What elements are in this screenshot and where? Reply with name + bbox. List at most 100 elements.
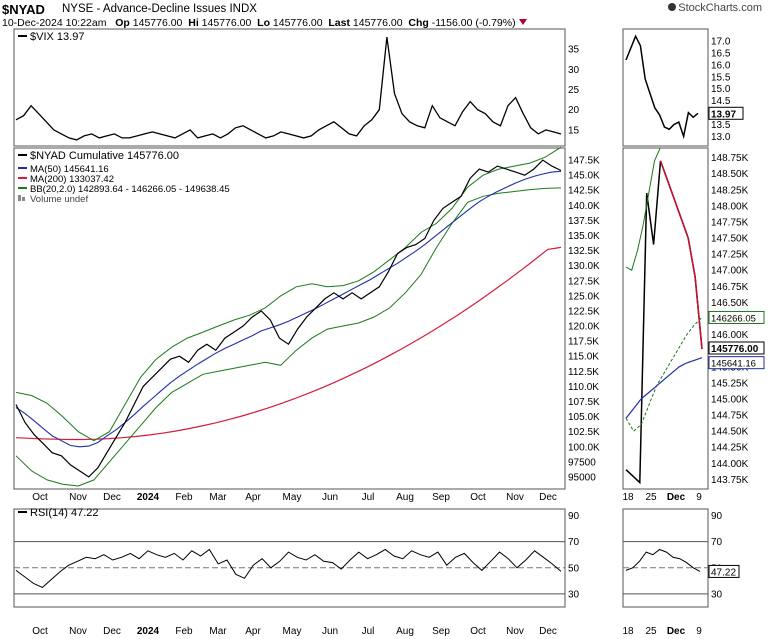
quote-line: 10-Dec-2024 10:22am Op 145776.00 Hi 1457… [2,17,527,29]
y-tick-label: 30 [711,589,723,600]
ma50-zoom-line [625,357,703,419]
ma200-line [15,246,562,441]
y-tick-label: 145.00K [711,394,749,405]
panel-frame [13,508,566,608]
y-tick-label: 144.75K [711,411,749,422]
x-tick-label: 25 [645,626,657,637]
y-tick-label: 147.5K [568,156,600,167]
y-tick-label: 16.5 [711,48,731,59]
brand-label: StockCharts.com [678,2,762,14]
y-tick-label: 146.50K [711,298,749,309]
rsi-value-box [708,564,740,578]
y-tick-label: 16.0 [711,60,731,71]
x-tick-label: Nov [506,626,524,637]
panel-frame [622,147,709,490]
x-tick-label: Nov [506,492,524,503]
y-tick-label: 30 [568,65,580,76]
y-tick-label: 105.0K [568,412,600,423]
ma50-value-label: 145641.16 [711,359,756,370]
y-tick-label: 140.0K [568,201,600,212]
nyad-price-line [15,159,562,478]
x-tick-label: 9 [696,492,702,503]
bb-legend: BB(20,2.0) 142893.64 - 146266.05 - 14963… [30,184,230,195]
y-tick-label: 144.25K [711,443,749,454]
x-tick-label: Apr [245,492,261,503]
y-tick-label: 110.0K [568,382,599,393]
y-tick-label: 70 [711,537,723,548]
last-value: 145776.00 [352,17,403,29]
x-tick-label: 9 [696,626,702,637]
y-tick-label: 107.5K [568,397,600,408]
y-tick-label: 122.5K [568,306,600,317]
ma50-legend: MA(50) 145641.16 [30,164,109,175]
rsi-zoom-line [625,548,701,572]
x-tick-label: Jun [322,492,338,503]
panel-frame [622,28,709,147]
y-tick-label: 146.00K [711,330,749,341]
y-tick-label: 112.5K [568,367,599,378]
y-tick-label: 137.5K [568,216,600,227]
x-tick-label: Sep [432,492,450,503]
y-tick-label: 132.5K [568,246,600,257]
y-tick-label: 127.5K [568,276,600,287]
low-value: 145776.00 [272,17,323,29]
x-tick-label: Jul [362,626,375,637]
x-tick-label: Nov [69,492,87,503]
x-tick-label: Dec [539,492,557,503]
price-value-label: 145776.00 [711,344,759,355]
x-tick-label: May [283,492,302,503]
vix-zoom-line [625,34,699,140]
bb-value-box [708,310,765,324]
x-tick-label: Oct [470,492,486,503]
y-tick-label: 125.0K [568,291,600,302]
x-tick-label: Aug [396,492,414,503]
y-tick-label: 148.00K [711,201,749,212]
x-tick-label: Oct [32,626,48,637]
x-tick-label: Dec [539,626,557,637]
x-tick-label: Sep [432,626,450,637]
y-tick-label: 148.75K [711,153,749,164]
y-tick-label: 15.0 [711,84,731,95]
y-tick-label: 120.0K [568,322,600,333]
y-tick-label: 144.00K [711,459,749,470]
y-tick-label: 95000 [568,472,596,483]
y-tick-label: 147.25K [711,250,749,261]
rsi-value-label: 47.22 [711,567,736,578]
bb-upper-line [15,146,562,442]
y-tick-label: 148.25K [711,185,749,196]
x-tick-label: Dec [103,492,121,503]
y-tick-label: 143.75K [711,475,749,486]
vix-value-box [708,106,744,120]
vix-line [15,37,562,141]
x-tick-label: Dec [667,492,686,503]
open-label: Op [115,17,130,29]
brand: StockCharts.com [668,2,762,14]
x-tick-label: Jul [362,492,375,503]
symbol-description: NYSE - Advance-Decline Issues INDX [62,3,257,15]
y-tick-label: 90 [711,511,723,522]
x-tick-label: May [283,626,302,637]
price-value-box [708,341,765,355]
vix-value-label: 13.97 [711,109,736,120]
y-tick-label: 35 [568,45,580,56]
y-tick-label: 30 [568,589,580,600]
x-tick-label: 18 [622,492,634,503]
panel-frame [13,28,566,147]
x-tick-label: Oct [470,626,486,637]
high-label: Hi [188,17,199,29]
y-tick-label: 117.5K [568,337,599,348]
ma50-value-box [708,356,765,370]
rsi-legend: RSI(14) 47.22 [30,507,98,519]
y-tick-label: 142.5K [568,186,600,197]
volume-legend: Volume undef [30,194,88,205]
y-tick-label: 135.0K [568,231,600,242]
volume-legend-swatch [18,195,21,201]
y-tick-label: 147.75K [711,217,749,228]
quote-date: 10-Dec-2024 10:22am [2,17,107,29]
y-tick-label: 144.50K [711,427,749,438]
y-tick-label: 130.0K [568,261,600,272]
y-tick-label: 146.75K [711,282,749,293]
x-tick-label: Mar [209,492,227,503]
